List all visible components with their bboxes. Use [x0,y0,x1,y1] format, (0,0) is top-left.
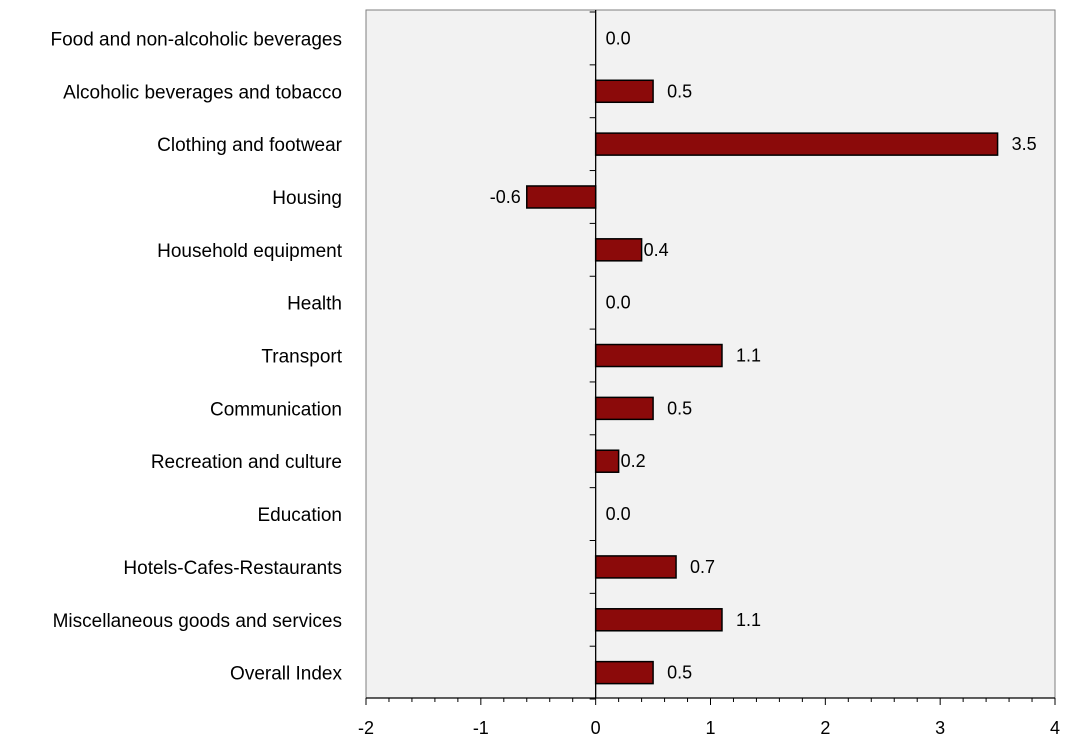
category-label: Household equipment [157,241,343,262]
value-label: 0.0 [606,504,631,524]
category-label: Health [287,294,342,315]
bar [594,555,677,579]
category-label: Alcoholic beverages and tobacco [63,82,342,103]
category-label: Overall Index [230,664,342,685]
x-tick-label: -1 [473,718,489,738]
category-label: Communication [210,399,342,420]
category-label: Clothing and footwear [157,135,343,156]
category-label: Education [257,505,342,526]
x-axis: -2 -1 0 1 2 3 4 [358,697,1060,738]
category-label: Housing [272,188,342,209]
x-tick-label: -2 [358,718,374,738]
category-label: Hotels-Cafes-Restaurants [123,558,342,579]
value-label: 0.5 [667,663,692,683]
bar [594,449,620,473]
category-label: Recreation and culture [151,452,342,473]
x-tick-label: 3 [935,718,945,738]
bar [594,343,723,368]
value-label: 0.7 [690,557,715,577]
value-label: 1.1 [736,346,761,366]
x-tick-label: 4 [1050,718,1060,738]
bar [594,132,999,156]
value-label: 0.5 [667,81,692,101]
value-label: 3.5 [1012,134,1037,154]
value-labels-group: 0.0 0.5 3.5 -0.6 0.4 0.0 1.1 0.5 0.2 0.0 0.7 1.1 0.5 [490,28,1037,682]
bar [594,396,654,421]
category-label: Food and non-alcoholic beverages [50,29,342,50]
value-label: 0.0 [606,28,631,48]
value-label: -0.6 [490,187,521,207]
x-tick-label: 0 [591,718,601,738]
bar [594,660,654,685]
bar [526,185,597,209]
bar [594,238,643,262]
bar [594,608,723,632]
value-label: 0.2 [621,451,646,471]
value-label: 0.5 [667,398,692,418]
value-label: 0.0 [606,293,631,313]
bar [594,79,654,104]
zero-axis [589,10,597,700]
category-label: Transport [261,347,342,368]
value-label: 1.1 [736,610,761,630]
category-labels-group: Food and non-alcoholic beverages Alcoholi… [50,29,342,684]
value-label: 0.4 [644,240,669,260]
x-tick-label: 2 [820,718,830,738]
category-label: Miscellaneous goods and services [53,611,342,632]
x-tick-label: 1 [705,718,715,738]
